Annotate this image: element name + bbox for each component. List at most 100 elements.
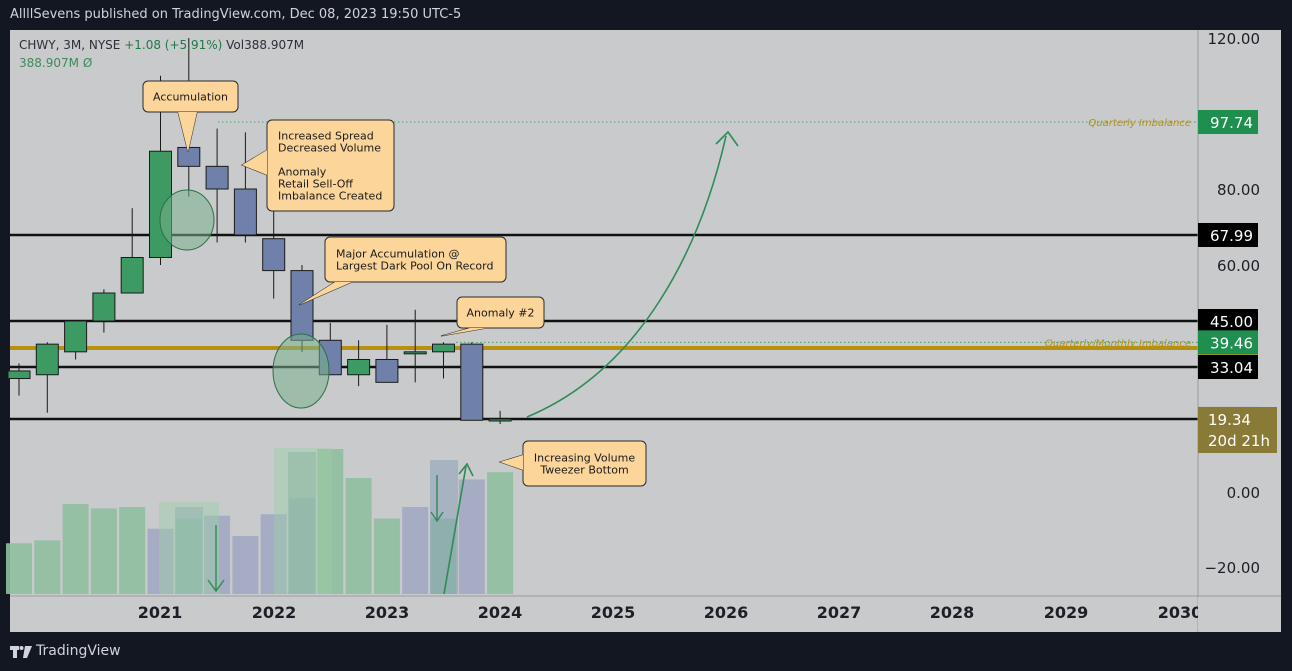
projection-arrowhead (715, 130, 739, 147)
time-tick-label: 2027 (817, 603, 862, 622)
time-tick-label: 2023 (365, 603, 410, 622)
level-price-text: 33.04 (1210, 359, 1253, 377)
candle-body (262, 238, 286, 272)
callout-anomaly2: Anomaly #2 (440, 296, 545, 337)
callout-tail-fill (500, 455, 523, 470)
price-tick-label: 0.00 (1227, 484, 1260, 502)
candle-body (64, 320, 88, 353)
green-price-tag (1198, 110, 1258, 134)
callout-text: Major Accumulation @ (336, 248, 460, 261)
countdown-text: 20d 21h (1208, 432, 1270, 450)
candle-body (120, 256, 144, 294)
volume-bar (345, 478, 372, 594)
candle-body (290, 270, 314, 341)
callout-accumulation: Accumulation (142, 80, 239, 153)
volume-up-arrowhead (458, 462, 474, 477)
candle-body (7, 370, 31, 380)
volume-down-arrowhead (207, 579, 225, 593)
published-text: AllllSevens published on TradingView.com… (10, 7, 462, 22)
volume-overlap-bar (430, 460, 458, 594)
candle-body (375, 358, 399, 383)
legend-volume-line: 388.907M Ø (19, 56, 92, 70)
callout-tail-fill (299, 282, 352, 305)
callout-text: Decreased Volume (278, 142, 381, 155)
volume-bar (373, 518, 400, 594)
callout-tail-fill (441, 328, 487, 336)
level-price-tag (1198, 355, 1258, 379)
candle-body (403, 351, 427, 355)
volume-overlap-bar (288, 452, 316, 594)
time-tick-label: 2030 (1158, 603, 1203, 622)
level-price-tag (1198, 223, 1258, 247)
volume-overlap-bar (175, 507, 203, 594)
time-tick-label: 2021 (138, 603, 183, 622)
footer-bar: TradingView (0, 632, 1292, 671)
callout-text: Anomaly (278, 166, 327, 179)
candle-body (488, 418, 512, 422)
volume-bar (260, 514, 287, 594)
footer-brand[interactable]: TradingView (36, 643, 121, 659)
candle-body (205, 165, 229, 190)
candle-body (432, 343, 455, 353)
projection-arrow (526, 135, 727, 418)
level-price-text: 45.00 (1210, 313, 1253, 331)
legend-volume-symbol: Ø (82, 56, 93, 70)
callout-text: Accumulation (153, 91, 228, 104)
volume-down-arrowhead (430, 511, 444, 523)
time-tick-label: 2029 (1044, 603, 1089, 622)
time-tick-label: 2022 (252, 603, 297, 622)
volume-highlight (274, 448, 332, 594)
green-price-tag (1198, 330, 1258, 355)
legend-symbol: CHWY, 3M, NYSE (19, 38, 121, 52)
callout-text: Increased Spread (278, 130, 374, 143)
candle-body (35, 343, 59, 376)
volume-bar (147, 528, 174, 594)
price-tick-label: 60.00 (1217, 257, 1260, 275)
callout-major: Major Accumulation @Largest Dark Pool On… (298, 236, 507, 306)
callout-box (456, 296, 545, 329)
imbalance-label: Quarterly/Monthly Imbalance (1045, 338, 1191, 349)
level-price-tag (1198, 309, 1258, 333)
volume-up-arrow (443, 465, 467, 595)
imbalance-label: Quarterly Imbalance (1088, 118, 1191, 129)
green-price-text: 97.74 (1210, 114, 1253, 132)
price-tick-label: 80.00 (1217, 181, 1260, 199)
callout-text: Increasing Volume (534, 452, 635, 465)
accumulation-ellipse (159, 189, 215, 251)
axis-corner (1198, 597, 1281, 631)
accumulation-ellipse (272, 333, 330, 409)
volume-bar (6, 543, 32, 594)
volume-highlight (159, 502, 219, 594)
callout-text: Anomaly #2 (467, 307, 535, 320)
price-tick-label: 120.00 (1208, 30, 1261, 48)
candle-body (347, 358, 371, 376)
volume-bar (458, 479, 485, 594)
green-price-text: 39.46 (1210, 334, 1253, 352)
callout-text: Retail Sell-Off (278, 178, 353, 191)
current-price-text: 19.34 (1208, 411, 1251, 429)
candle-body (233, 188, 257, 236)
volume-bar (487, 472, 514, 594)
callout-text: Tweezer Bottom (539, 464, 628, 477)
volume-bar (402, 507, 429, 594)
time-tick-label: 2028 (930, 603, 975, 622)
time-tick-label: 2024 (478, 603, 523, 622)
callout-tail-fill (178, 112, 197, 152)
callout-tail-fill (242, 150, 267, 175)
legend-volume: Vol388.907M (226, 38, 305, 52)
candle-body (460, 343, 484, 421)
price-tick-label: −20.00 (1204, 559, 1260, 577)
callout-text: Largest Dark Pool On Record (336, 260, 493, 273)
volume-bar (90, 508, 117, 594)
volume-bar (232, 536, 259, 594)
tradingview-logo-icon[interactable] (10, 646, 32, 658)
time-tick-label: 2025 (591, 603, 636, 622)
volume-bar (119, 507, 146, 594)
chart-legend: CHWY, 3M, NYSE +1.08 (+5.91%) Vol388.907… (19, 38, 304, 52)
published-header: AllllSevens published on TradingView.com… (0, 0, 1292, 30)
volume-bar (62, 504, 89, 594)
level-price-text: 67.99 (1210, 227, 1253, 245)
